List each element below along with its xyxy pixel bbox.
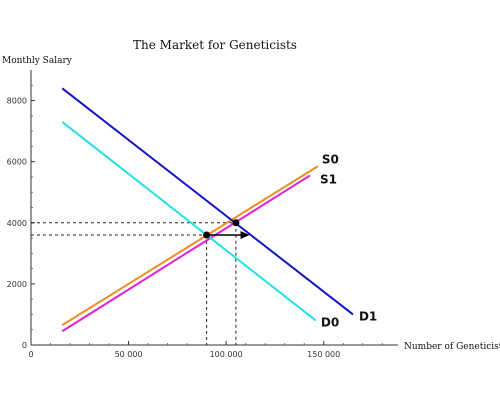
shift-arrow-head [240, 231, 250, 239]
curve-label-d0: D0 [321, 316, 339, 330]
curve-s0 [61, 165, 319, 326]
y-tick-label: 8000 [7, 97, 27, 106]
x-tick-label: 0 [28, 350, 33, 359]
markers [203, 219, 250, 239]
x-tick-label: 100 000 [210, 350, 243, 359]
equilibrium-point [203, 231, 211, 239]
curve-d0 [61, 121, 317, 322]
curve-label-s1: S1 [320, 172, 337, 186]
curve-label-d1: D1 [359, 309, 377, 323]
axis-ticks: 0 50 000 100 000 150 000 0 2000 4000 6000 8000 [7, 84, 383, 359]
curve-s1 [61, 174, 311, 333]
y-tick-label: 0 [22, 341, 27, 350]
equilibrium-point [232, 219, 240, 227]
curve-labels: S0 S1 D0 D1 [320, 152, 377, 329]
y-tick-label: 6000 [7, 158, 27, 167]
x-tick-label: 150 000 [307, 350, 340, 359]
chart-title: The Market for Geneticists [133, 38, 297, 52]
y-tick-label: 4000 [7, 219, 27, 228]
curve-d1 [61, 87, 354, 316]
y-tick-label: 2000 [7, 280, 27, 289]
x-axis-label: Number of Geneticists [404, 342, 500, 352]
curves [61, 87, 354, 333]
x-tick-label: 50 000 [115, 350, 143, 359]
dashed-guides [31, 222, 237, 345]
curve-label-s0: S0 [322, 152, 339, 166]
y-axis-label: Monthly Salary [2, 56, 73, 66]
